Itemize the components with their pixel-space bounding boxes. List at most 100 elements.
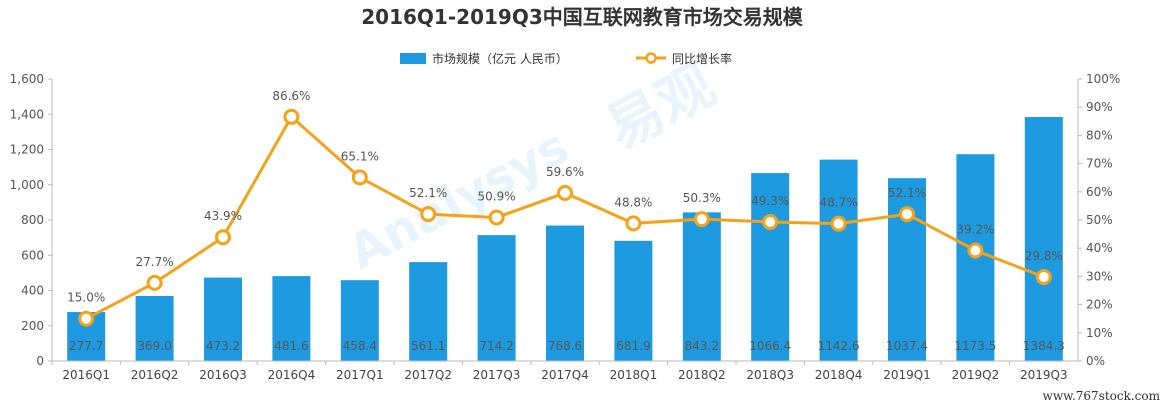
bar [888,178,926,361]
bar-value-label: 1066.4 [749,339,791,353]
bar [135,295,174,361]
x-axis-tick-label: 2017Q4 [541,368,589,382]
bar [340,280,379,361]
growth-point [488,209,505,226]
right-axis: 0% 10% 20% 30% 40% 50% 60% 70% 80% 90% 100% [1077,72,1120,368]
growth-point [215,229,231,246]
legend-label-bar: 市场规模（亿元 人民币） [432,51,568,66]
x-axis-tick-label: 2018Q1 [610,368,658,382]
growth-value-label: 39.2% [956,222,994,236]
line-series: 15.0% 27.7% 43.9% 86.6% 65.1% 52.1% 50.9% 59.6%… [67,89,1063,327]
growth-value-label: 52.1% [888,186,926,200]
bar-value-label: 681.9 [616,339,650,353]
legend-swatch-bar [400,53,426,64]
growth-point [146,274,163,291]
right-axis-tick-label: 30% [1086,269,1113,283]
right-axis-tick-label: 10% [1086,326,1113,340]
x-axis-tick-label: 2016Q3 [199,368,247,382]
growth-point [967,242,984,259]
x-axis-tick-label: 2016Q2 [131,368,179,382]
x-axis-tick-label: 2017Q1 [336,368,384,382]
left-axis-tick-label: 1,600 [10,72,44,86]
bar [1024,117,1063,362]
right-axis-tick-label: 90% [1086,100,1113,114]
growth-value-label: 48.7% [820,196,858,210]
growth-value-label: 15.0% [67,291,105,305]
bar-value-label: 473.2 [206,339,240,353]
bar-value-label: 1142.6 [818,339,860,353]
right-axis-tick-label: 40% [1086,241,1113,255]
left-axis-tick-label: 200 [21,319,44,333]
bar [409,262,448,361]
bar [272,276,311,361]
bar-value-label: 277.7 [69,339,103,353]
x-axis-tick-label: 2019Q3 [1020,368,1068,382]
growth-value-label: 86.6% [272,89,310,103]
growth-value-label: 27.7% [136,255,174,269]
bar [204,277,242,361]
bar-value-label: 1037.4 [886,339,928,353]
right-axis-tick-label: 70% [1086,157,1113,171]
left-axis-tick-label: 400 [21,284,44,298]
bar-value-label: 768.6 [548,339,582,353]
growth-point [899,206,915,223]
bar-value-label: 561.1 [411,339,445,353]
growth-value-label: 50.3% [683,191,721,205]
growth-point [625,215,642,232]
watermark-logo: 易观 Analysys [339,52,725,280]
bar-value-label: 843.2 [685,339,719,353]
x-axis-tick-label: 2016Q4 [268,368,316,382]
bar [682,212,721,361]
right-axis-tick-label: 50% [1086,213,1113,227]
growth-point [762,213,779,230]
bar-value-label: 1384.3 [1023,339,1065,353]
bar [819,159,858,361]
growth-value-label: 48.8% [614,195,652,209]
growth-point [693,211,710,228]
right-axis-tick-label: 0% [1086,354,1105,368]
growth-value-label: 52.1% [409,186,447,200]
bar-value-label: 481.6 [274,339,308,353]
right-axis-tick-label: 80% [1086,128,1113,142]
left-axis-tick-label: 600 [21,248,44,262]
bar-value-label: 369.0 [137,339,171,353]
x-axis-tick-label: 2018Q2 [678,368,726,382]
x-axis-tick-label: 2016Q1 [62,368,110,382]
left-axis-tick-label: 1,400 [10,107,44,121]
growth-point [830,215,847,232]
right-axis-tick-label: 100% [1086,72,1120,86]
growth-value-label: 49.3% [751,194,789,208]
right-axis-tick-label: 20% [1086,298,1113,312]
bar-value-label: 458.4 [343,339,377,353]
bar [751,173,790,361]
x-axis-tick-label: 2019Q2 [952,368,1000,382]
chart-title: 2016Q1-2019Q3中国互联网教育市场交易规模 [361,5,803,29]
bar [477,235,516,361]
bar [614,240,653,361]
legend-swatch-marker [645,52,657,64]
x-axis-tick-label: 2017Q2 [404,368,452,382]
growth-value-label: 43.9% [204,209,242,223]
bar-value-label: 714.2 [479,339,513,353]
bar [546,225,584,361]
left-axis: 0 200 400 600 800 1,000 1,200 1,400 1,600 [10,72,53,368]
watermark-url: www.767stock.com [1043,389,1161,403]
watermark-logo-en: Analysys [339,119,577,281]
growth-value-label: 65.1% [341,149,379,163]
x-axis-tick-label: 2017Q3 [473,368,521,382]
right-axis-tick-label: 60% [1086,185,1113,199]
growth-point [420,206,437,223]
bar-value-label: 1173.5 [954,339,996,353]
legend: 市场规模（亿元 人民币） 同比增长率 [400,51,732,66]
growth-value-label: 29.8% [1025,249,1063,263]
legend-label-line: 同比增长率 [672,51,732,66]
growth-point [557,184,573,201]
x-axis-tick-label: 2018Q4 [815,368,863,382]
growth-value-label: 59.6% [546,165,584,179]
left-axis-tick-label: 0 [36,354,44,368]
growth-point [283,108,300,125]
x-axis-tick-label: 2018Q3 [746,368,794,382]
growth-point [1035,268,1052,285]
